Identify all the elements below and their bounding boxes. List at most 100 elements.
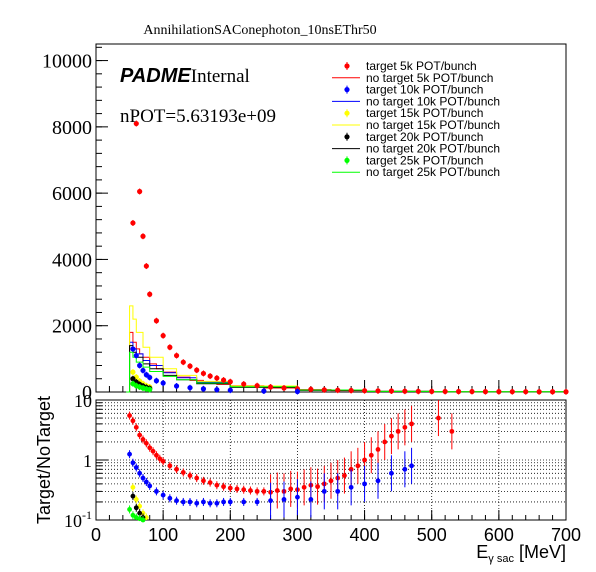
ratio-data-point	[449, 428, 455, 434]
target-data-point	[167, 344, 173, 350]
ratio-data-point	[227, 499, 233, 505]
target-data-point	[388, 388, 395, 394]
legend-label: no target 20k POT/bunch	[366, 142, 500, 156]
legend-label: no target 25k POT/bunch	[366, 165, 500, 179]
target-data-point	[147, 386, 153, 393]
ratio-data-point	[321, 488, 327, 494]
target-data-point	[308, 386, 314, 392]
target-data-point	[415, 388, 421, 394]
target-data-point	[469, 388, 475, 395]
target-data-point	[335, 387, 341, 393]
top-y-tick-label: 10000	[42, 51, 92, 73]
ratio-data-point	[214, 500, 220, 506]
ratio-data-point	[143, 440, 149, 446]
ratio-data-point	[174, 498, 179, 504]
target-data-point	[348, 387, 354, 394]
x-axis-label: Eγ sac [MeV]	[476, 542, 566, 565]
target-data-point	[130, 376, 136, 382]
legend-label: no target 10k POT/bunch	[366, 94, 500, 108]
target-data-point	[137, 188, 143, 195]
ratio-data-point	[130, 418, 136, 424]
ratio-data-point	[157, 456, 163, 462]
legend-label: target 15k POT/bunch	[366, 106, 483, 120]
ratio-data-point	[160, 458, 166, 464]
ratio-data-point	[308, 497, 314, 502]
ratio-data-point	[130, 460, 136, 466]
ratio-data-point	[167, 463, 173, 469]
ratio-y-tick-label: 10-1	[64, 508, 92, 531]
target-data-point	[194, 367, 200, 373]
ratio-data-point	[295, 494, 300, 500]
legend-label: target 20k POT/bunch	[366, 130, 483, 144]
chart-title: AnnihilationSAConephoton_10nsEThr50	[143, 23, 376, 38]
x-axis-label-unit: [MeV]	[514, 542, 566, 562]
legend-marker	[344, 157, 350, 163]
target-data-point	[220, 377, 227, 383]
ratio-data-point	[201, 499, 206, 505]
ratio-data-point	[241, 499, 247, 505]
ratio-data-point	[389, 470, 394, 476]
experiment-label: PADMEInternal	[120, 65, 250, 87]
ratio-data-point	[150, 448, 156, 454]
target-data-point	[267, 384, 274, 390]
target-data-point	[153, 318, 160, 324]
top-y-tick-label: 4000	[52, 249, 92, 271]
target-data-point	[402, 388, 408, 394]
target-data-point	[321, 387, 327, 393]
legend-label: target 5k POT/bunch	[366, 59, 477, 73]
ratio-data-point	[201, 478, 206, 484]
ratio-series-group	[127, 400, 455, 523]
target-data-point	[455, 388, 462, 395]
ratio-data-point	[147, 445, 153, 451]
ratio-data-point	[187, 473, 193, 478]
target-data-point	[214, 387, 220, 393]
target-data-point	[482, 389, 489, 395]
ratio-data-point	[227, 485, 233, 491]
target-data-point	[254, 383, 260, 389]
top-plot-frame	[95, 43, 567, 393]
target-data-point	[207, 373, 213, 379]
target-data-point	[227, 387, 233, 393]
legend-label: no target 15k POT/bunch	[366, 118, 500, 132]
top-y-tick-label: 6000	[52, 183, 92, 205]
target-data-point	[563, 389, 569, 395]
ratio-data-point	[375, 478, 381, 484]
ratio-data-point	[268, 498, 273, 504]
experiment-status: Internal	[191, 66, 250, 87]
x-axis-label-sub: γ sac	[488, 553, 514, 565]
ratio-data-point	[389, 433, 394, 439]
target-data-point	[133, 352, 139, 359]
ratio-data-point	[133, 505, 139, 511]
target-data-point	[549, 389, 556, 395]
top-series-group	[126, 120, 569, 395]
target-data-point	[153, 378, 160, 384]
ratio-data-point	[154, 452, 159, 458]
target-data-point	[294, 388, 301, 395]
ratio-data-point	[137, 510, 143, 516]
target-data-point	[130, 346, 136, 352]
target-data-point	[140, 233, 146, 239]
ratio-y-tick-exp: -1	[82, 508, 92, 522]
ratio-y-tick-base: 10	[64, 511, 82, 531]
ratio-data-point	[382, 439, 388, 445]
ratio-data-point	[402, 424, 408, 430]
x-tick-label: 0	[91, 525, 101, 545]
ratio-data-point	[180, 470, 186, 475]
ratio-data-point	[362, 481, 367, 487]
target-data-point	[160, 333, 166, 339]
x-tick-label: 300	[282, 525, 312, 545]
target-data-point	[281, 385, 287, 391]
ratio-data-point	[147, 483, 153, 489]
target-data-point	[130, 369, 136, 375]
target-data-point	[261, 388, 267, 394]
ratio-data-point	[194, 500, 200, 506]
ratio-data-point	[207, 480, 213, 486]
ratio-data-point	[436, 415, 441, 421]
ratio-data-point	[368, 452, 374, 458]
ratio-data-point	[194, 475, 200, 481]
target-data-point	[130, 220, 136, 226]
ratio-data-point	[301, 484, 307, 490]
